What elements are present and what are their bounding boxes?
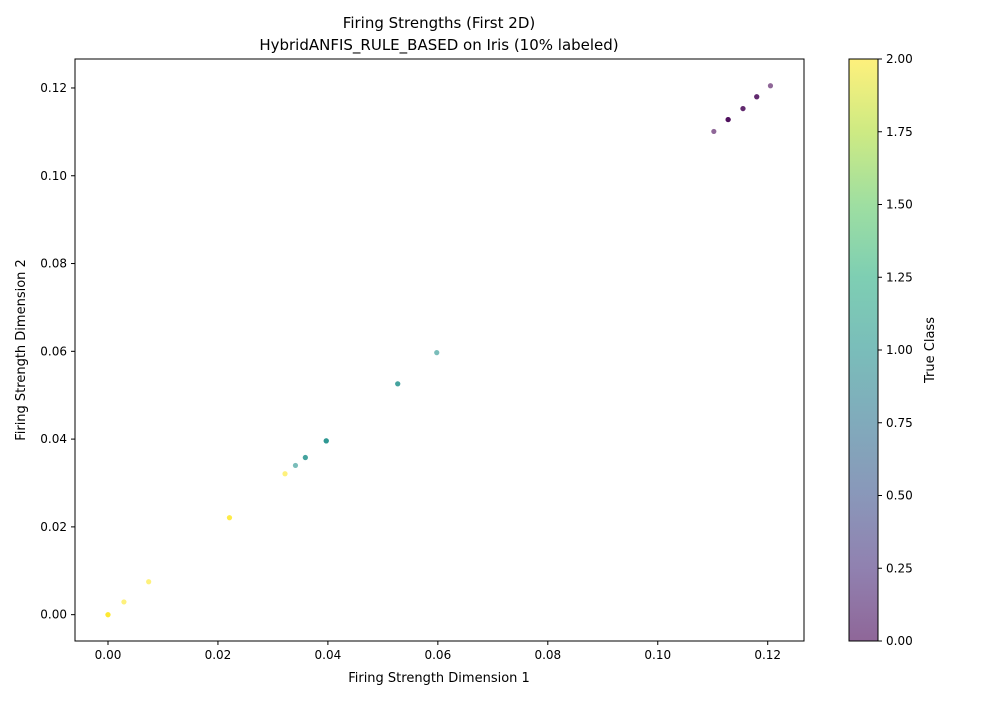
colorbar-tick-label: 1.50 (886, 198, 913, 212)
plot-area-frame (74, 58, 805, 642)
data-point (754, 94, 760, 100)
data-point (395, 381, 401, 387)
y-axis-label: Firing Strength Dimension 2 (14, 259, 29, 441)
data-point (323, 438, 329, 444)
data-point (725, 116, 731, 123)
x-tick-label: 0.12 (754, 648, 781, 662)
data-point (740, 105, 746, 112)
colorbar-tick-label: 0.25 (886, 561, 913, 575)
data-point (434, 350, 440, 356)
x-tick-label: 0.10 (644, 648, 671, 662)
data-point (121, 599, 127, 605)
x-tick-label: 0.04 (315, 648, 342, 662)
y-axis-ticks: 0.00 0.02 0.04 0.06 0.08 0.10 0.12 (40, 81, 75, 622)
data-point (282, 471, 288, 477)
x-tick-label: 0.08 (534, 648, 561, 662)
data-points (105, 83, 774, 618)
data-point (146, 579, 152, 585)
data-point (767, 83, 774, 89)
y-tick-label: 0.02 (40, 520, 67, 534)
colorbar-tick-label: 2.00 (886, 52, 913, 66)
data-point (302, 454, 308, 461)
y-tick-label: 0.10 (40, 169, 67, 183)
colorbar-tick-label: 1.75 (886, 125, 913, 139)
colorbar-tick-label: 1.00 (886, 343, 913, 357)
x-axis-ticks: 0.00 0.02 0.04 0.06 0.08 0.10 0.12 (95, 641, 781, 662)
x-tick-label: 0.02 (205, 648, 232, 662)
colorbar-tick-label: 0.50 (886, 489, 913, 503)
colorbar (849, 59, 878, 641)
y-tick-label: 0.00 (40, 608, 67, 622)
colorbar-tick-label: 0.00 (886, 634, 913, 648)
colorbar-ticks: 0.00 0.25 0.50 0.75 1.00 1.25 1.50 1.75 2.00 (878, 52, 913, 648)
y-tick-label: 0.06 (40, 344, 67, 358)
x-axis-label: Firing Strength Dimension 1 (348, 671, 530, 686)
x-tick-label: 0.06 (424, 648, 451, 662)
chart-title-line2: HybridANFIS_RULE_BASED on Iris (10% labe… (259, 36, 618, 55)
colorbar-label: True Class (923, 317, 938, 384)
colorbar-tick-label: 0.75 (886, 416, 913, 430)
data-point (711, 128, 717, 135)
data-point (226, 515, 233, 521)
colorbar-tick-label: 1.25 (886, 270, 913, 284)
chart-title-line1: Firing Strengths (First 2D) (343, 14, 535, 32)
y-tick-label: 0.04 (40, 432, 67, 446)
y-tick-label: 0.08 (40, 257, 67, 271)
y-tick-label: 0.12 (40, 81, 67, 95)
data-point (105, 612, 111, 618)
data-point (292, 462, 299, 469)
x-tick-label: 0.00 (95, 648, 122, 662)
